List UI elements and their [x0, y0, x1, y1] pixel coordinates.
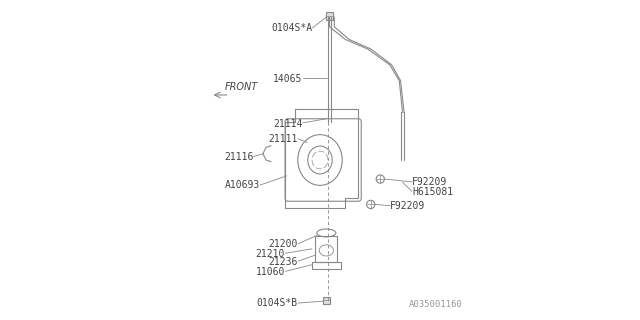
Text: 21200: 21200: [268, 239, 298, 249]
Text: 0104S*A: 0104S*A: [271, 23, 312, 33]
Text: 21210: 21210: [256, 249, 285, 259]
Text: 21114: 21114: [273, 118, 303, 129]
Text: 21116: 21116: [224, 152, 253, 162]
Text: 14065: 14065: [273, 74, 303, 84]
Text: F92209: F92209: [390, 201, 425, 211]
FancyBboxPatch shape: [326, 12, 333, 20]
FancyBboxPatch shape: [323, 297, 330, 304]
Text: 11060: 11060: [256, 267, 285, 277]
Text: F92209: F92209: [412, 177, 447, 187]
Text: 21236: 21236: [268, 257, 298, 267]
Text: A10693: A10693: [225, 180, 260, 190]
Text: FRONT: FRONT: [225, 82, 258, 92]
Text: 0104S*B: 0104S*B: [257, 298, 298, 308]
Text: A035001160: A035001160: [409, 300, 463, 309]
Text: H615081: H615081: [412, 187, 453, 197]
Text: 21111: 21111: [268, 134, 298, 144]
